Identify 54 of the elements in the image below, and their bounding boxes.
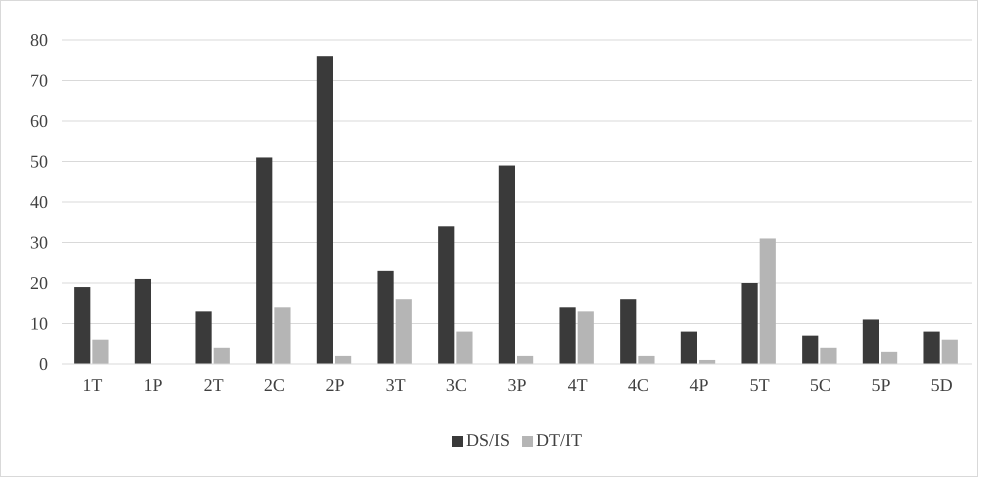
bar xyxy=(214,348,230,364)
y-tick-label: 30 xyxy=(30,232,48,252)
x-tick-label: 1T xyxy=(82,374,102,395)
x-tick-label: 5D xyxy=(930,374,953,395)
bar xyxy=(760,238,776,364)
bar xyxy=(802,336,818,364)
x-tick-label: 4T xyxy=(568,374,588,395)
legend-label: DS/IS xyxy=(466,430,510,450)
y-tick-label: 10 xyxy=(30,313,48,334)
bar xyxy=(74,287,90,364)
x-tick-label: 2P xyxy=(325,374,345,395)
y-tick-label: 50 xyxy=(30,151,48,172)
x-tick-label: 5T xyxy=(750,374,770,395)
bar xyxy=(578,311,594,364)
bar xyxy=(517,356,534,364)
legend-label: DT/IT xyxy=(536,430,582,450)
bar xyxy=(316,56,333,364)
bar xyxy=(274,307,291,364)
bar xyxy=(820,348,837,364)
bar xyxy=(881,352,898,364)
y-tick-label: 70 xyxy=(30,70,48,90)
bar xyxy=(438,226,454,364)
y-tick-label: 40 xyxy=(30,192,48,212)
bar xyxy=(862,319,879,364)
x-tick-label: 1P xyxy=(143,374,163,395)
bar xyxy=(256,157,272,364)
bar xyxy=(638,356,655,364)
bar xyxy=(942,340,958,364)
x-tick-label: 3C xyxy=(446,374,467,395)
x-tick-label: 2T xyxy=(204,374,224,395)
y-tick-label: 80 xyxy=(30,30,48,50)
x-tick-label: 4P xyxy=(689,374,709,395)
y-tick-label: 0 xyxy=(39,354,48,374)
bar xyxy=(741,283,758,364)
bar xyxy=(498,166,515,364)
bar xyxy=(923,332,940,364)
x-tick-label: 2C xyxy=(264,374,285,395)
bar xyxy=(396,299,412,364)
x-tick-label: 5P xyxy=(871,374,891,395)
bar xyxy=(620,299,636,364)
x-tick-label: 4C xyxy=(628,374,649,395)
bar xyxy=(335,356,352,364)
bar xyxy=(134,278,151,364)
bar xyxy=(92,340,109,364)
bar xyxy=(456,332,473,364)
x-tick-label: 3P xyxy=(507,374,527,395)
bar xyxy=(680,332,697,364)
bar xyxy=(559,307,576,364)
bar xyxy=(377,270,394,364)
y-tick-label: 20 xyxy=(30,272,48,293)
x-tick-label: 5C xyxy=(810,374,831,395)
x-tick-label: 3T xyxy=(386,374,406,395)
bar xyxy=(195,311,212,364)
y-tick-label: 60 xyxy=(30,110,48,131)
